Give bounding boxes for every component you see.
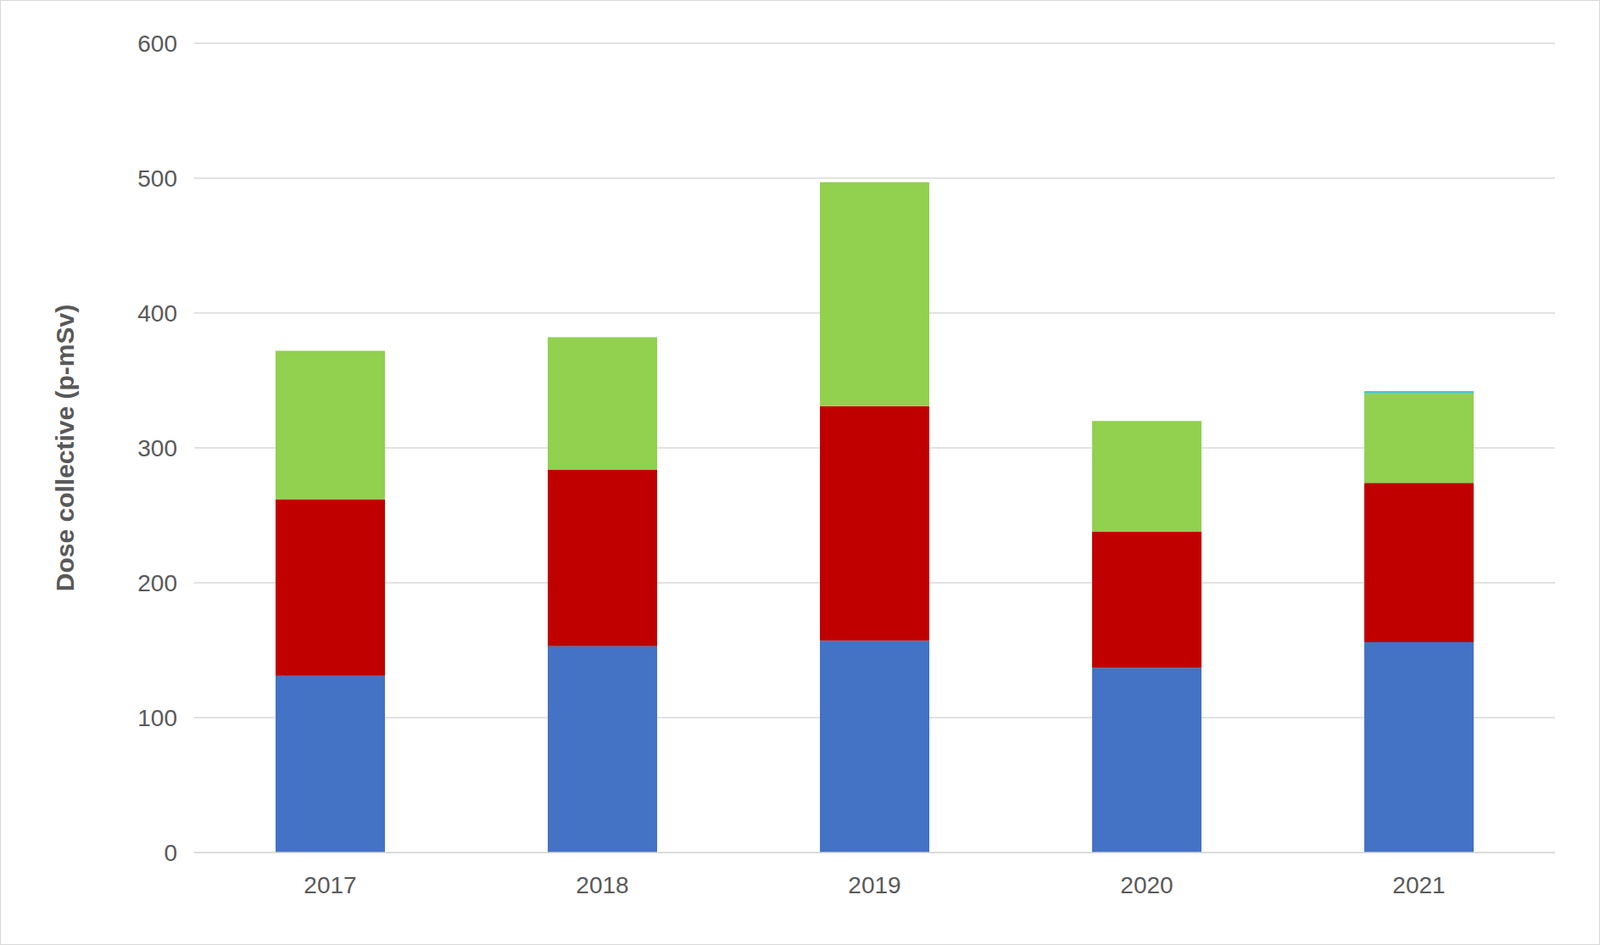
svg-text:100: 100 — [137, 704, 178, 731]
svg-text:0: 0 — [163, 839, 178, 866]
svg-text:2018: 2018 — [575, 871, 629, 898]
svg-text:600: 600 — [137, 30, 178, 57]
svg-text:200: 200 — [137, 569, 178, 597]
svg-text:500: 500 — [137, 165, 178, 192]
svg-text:400: 400 — [137, 300, 178, 327]
svg-text:Dose collective (p-mSv): Dose collective (p-mSv) — [50, 304, 79, 591]
svg-text:2017: 2017 — [303, 871, 357, 898]
svg-text:300: 300 — [137, 434, 178, 462]
svg-text:2021: 2021 — [1392, 871, 1445, 898]
svg-text:2020: 2020 — [1120, 871, 1173, 898]
svg-text:2019: 2019 — [847, 871, 901, 898]
